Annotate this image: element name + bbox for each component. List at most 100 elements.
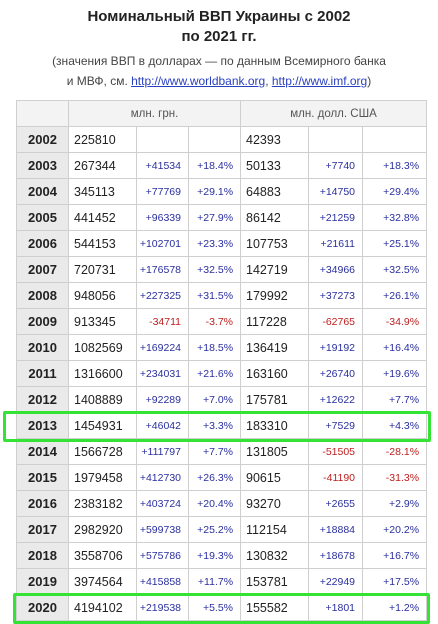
table-row: 2012 1408889 +92289 +7.0% 175781 +12622 +7.7% [16, 386, 428, 413]
usd-diff-cell: +22949 [308, 568, 364, 595]
uah-pct-cell: +26.3% [187, 464, 242, 491]
usd-pct-cell: +16.7% [362, 542, 428, 569]
usd-diff-cell: +14750 [308, 178, 364, 205]
usd-pct-cell: +19.6% [362, 360, 428, 387]
uah-value-cell: 345113 [68, 178, 137, 205]
year-cell: 2007 [16, 256, 69, 283]
uah-pct-cell: +18.5% [187, 334, 242, 361]
header-uah: млн. грн. [67, 100, 242, 127]
usd-diff-cell: +34966 [308, 256, 364, 283]
usd-value-cell: 130832 [240, 542, 310, 569]
note-prefix: и МВФ, см. [66, 74, 132, 88]
uah-pct-cell: +25.2% [187, 516, 242, 543]
uah-diff-cell: +575786 [136, 542, 189, 569]
uah-value-cell: 225810 [68, 126, 137, 153]
uah-diff-cell: +227325 [136, 282, 189, 309]
year-cell: 2005 [16, 204, 69, 231]
usd-pct-cell: +7.7% [362, 386, 428, 413]
table-header-row: млн. грн. млн. долл. США [16, 100, 428, 127]
usd-value-cell: 90615 [240, 464, 310, 491]
table-row: 2006 544153 +102701 +23.3% 107753 +21611 +25.1… [16, 230, 428, 257]
uah-value-cell: 913345 [68, 308, 137, 335]
uah-pct-cell: +27.9% [187, 204, 242, 231]
table-row: 2014 1566728 +111797 +7.7% 131805 -51505 -28.1… [16, 438, 428, 465]
uah-value-cell: 267344 [68, 152, 137, 179]
table-row: 2007 720731 +176578 +32.5% 142719 +34966 +32.5… [16, 256, 428, 283]
year-cell: 2004 [16, 178, 69, 205]
uah-value-cell: 1316600 [68, 360, 137, 387]
table-row: 2003 267344 +41534 +18.4% 50133 +7740 +18.3% [16, 152, 428, 179]
usd-pct-cell: +29.4% [362, 178, 428, 205]
page-title: Номинальный ВВП Украины с 2002 по 2021 г… [0, 7, 438, 47]
uah-pct-cell: +11.7% [187, 568, 242, 595]
table-row: 2013 1454931 +46042 +3.3% 183310 +7529 +4.3% [16, 412, 428, 439]
usd-diff-cell: +21611 [308, 230, 364, 257]
year-cell: 2002 [16, 126, 69, 153]
year-cell: 2006 [16, 230, 69, 257]
uah-diff-cell [136, 126, 189, 153]
usd-diff-cell: -62765 [308, 308, 364, 335]
usd-pct-cell: +32.5% [362, 256, 428, 283]
usd-pct-cell: -31.3% [362, 464, 428, 491]
year-cell: 2013 [16, 412, 69, 439]
year-cell: 2011 [16, 360, 69, 387]
usd-diff-cell: +19192 [308, 334, 364, 361]
uah-value-cell: 2383182 [68, 490, 137, 517]
uah-diff-cell: +176578 [136, 256, 189, 283]
uah-pct-cell: +29.1% [187, 178, 242, 205]
uah-pct-cell: +20.4% [187, 490, 242, 517]
year-cell: 2017 [16, 516, 69, 543]
year-cell: 2019 [16, 568, 69, 595]
note-suffix: ) [367, 74, 372, 88]
title-line-2: по 2021 гг. [181, 28, 257, 45]
usd-value-cell: 50133 [240, 152, 310, 179]
table-row: 2010 1082569 +169224 +18.5% 136419 +19192 +16.… [16, 334, 428, 361]
table-row: 2005 441452 +96339 +27.9% 86142 +21259 +32.8% [16, 204, 428, 231]
usd-diff-cell: +7529 [308, 412, 364, 439]
uah-pct-cell: +7.0% [187, 386, 242, 413]
uah-value-cell: 1979458 [68, 464, 137, 491]
uah-diff-cell: +111797 [136, 438, 189, 465]
uah-pct-cell [187, 126, 242, 153]
uah-diff-cell: +403724 [136, 490, 189, 517]
uah-pct-cell: +21.6% [187, 360, 242, 387]
usd-value-cell: 175781 [240, 386, 310, 413]
usd-pct-cell: +4.3% [362, 412, 428, 439]
imf-link[interactable]: http://www.imf.org [271, 74, 368, 88]
usd-value-cell: 163160 [240, 360, 310, 387]
usd-diff-cell: +37273 [308, 282, 364, 309]
usd-diff-cell: +2655 [308, 490, 364, 517]
usd-diff-cell: +7740 [308, 152, 364, 179]
uah-value-cell: 948056 [68, 282, 137, 309]
uah-pct-cell: +7.7% [187, 438, 242, 465]
year-cell: 2003 [16, 152, 69, 179]
table-body: 2002 225810 42393 2003 267344 +41534 +18.4% 501… [16, 126, 428, 621]
header-corner [16, 100, 69, 127]
uah-value-cell: 1454931 [68, 412, 137, 439]
year-cell: 2014 [16, 438, 69, 465]
source-note: (значения ВВП в долларах — по данным Все… [0, 51, 438, 91]
uah-diff-cell: +102701 [136, 230, 189, 257]
usd-pct-cell: +2.9% [362, 490, 428, 517]
header-usd: млн. долл. США [240, 100, 428, 127]
usd-pct-cell: -34.9% [362, 308, 428, 335]
worldbank-link[interactable]: http://www.worldbank.org [131, 74, 266, 88]
usd-pct-cell: +32.8% [362, 204, 428, 231]
year-cell: 2015 [16, 464, 69, 491]
usd-value-cell: 131805 [240, 438, 310, 465]
table-row: 2018 3558706 +575786 +19.3% 130832 +18678 +16.… [16, 542, 428, 569]
usd-pct-cell: +17.5% [362, 568, 428, 595]
usd-value-cell: 117228 [240, 308, 310, 335]
uah-value-cell: 2982920 [68, 516, 137, 543]
uah-value-cell: 3974564 [68, 568, 137, 595]
usd-value-cell: 42393 [240, 126, 310, 153]
usd-value-cell: 112154 [240, 516, 310, 543]
table-row: 2016 2383182 +403724 +20.4% 93270 +2655 +2.9% [16, 490, 428, 517]
title-line-1: Номинальный ВВП Украины с 2002 [87, 8, 351, 25]
usd-value-cell: 183310 [240, 412, 310, 439]
table-row: 2011 1316600 +234031 +21.6% 163160 +26740 +19.… [16, 360, 428, 387]
usd-value-cell: 136419 [240, 334, 310, 361]
note-line-2: и МВФ, см. http://www.worldbank.org, htt… [0, 71, 438, 91]
uah-diff-cell: +169224 [136, 334, 189, 361]
table-row: 2015 1979458 +412730 +26.3% 90615 -41190 -31.3… [16, 464, 428, 491]
